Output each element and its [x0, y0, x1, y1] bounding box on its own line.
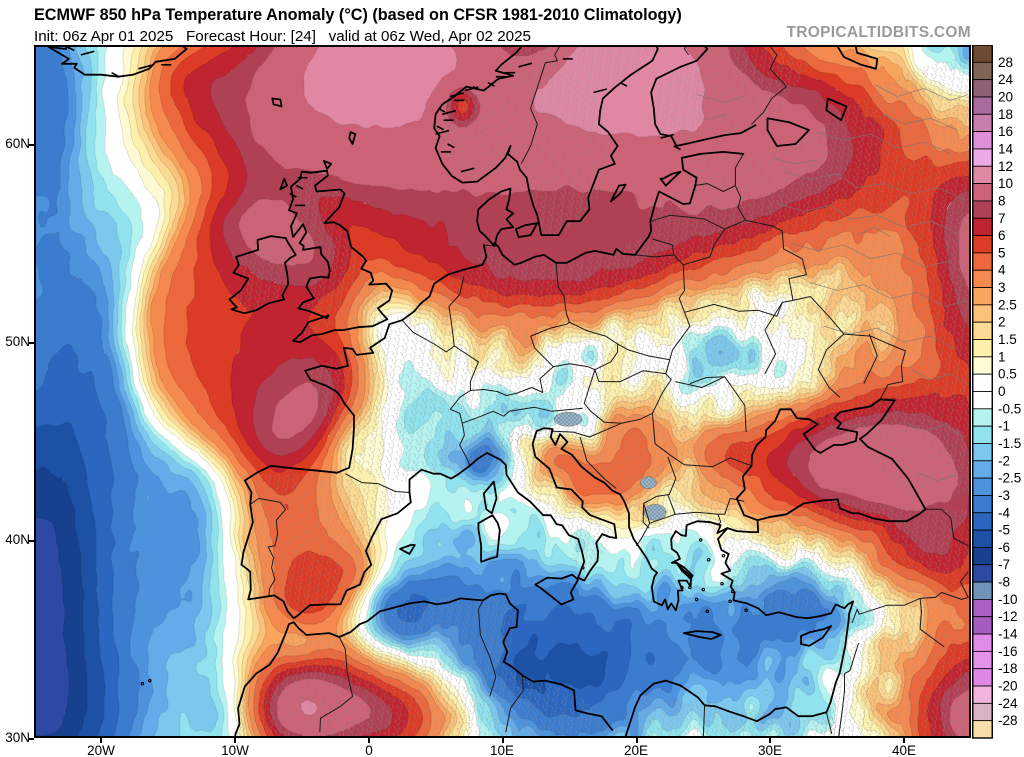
svg-text:-14: -14: [998, 627, 1018, 642]
svg-text:-0.5: -0.5: [998, 401, 1021, 416]
svg-text:-8: -8: [998, 575, 1010, 590]
svg-text:-4: -4: [998, 505, 1010, 520]
svg-text:-5: -5: [998, 523, 1010, 538]
svg-text:-3: -3: [998, 488, 1010, 503]
svg-text:12: 12: [998, 159, 1013, 174]
svg-text:-2.5: -2.5: [998, 471, 1021, 486]
svg-text:1: 1: [998, 349, 1006, 364]
svg-text:-10: -10: [998, 592, 1018, 607]
svg-text:-1.5: -1.5: [998, 436, 1021, 451]
svg-text:-24: -24: [998, 696, 1018, 711]
svg-text:-16: -16: [998, 644, 1018, 659]
svg-text:2: 2: [998, 315, 1006, 330]
svg-text:10: 10: [998, 176, 1013, 191]
svg-text:16: 16: [998, 124, 1013, 139]
svg-text:6: 6: [998, 228, 1006, 243]
svg-text:0: 0: [998, 384, 1006, 399]
svg-text:2.5: 2.5: [998, 297, 1017, 312]
svg-text:1.5: 1.5: [998, 332, 1017, 347]
svg-text:7: 7: [998, 211, 1006, 226]
svg-text:20: 20: [998, 90, 1013, 105]
svg-text:-28: -28: [998, 713, 1018, 728]
svg-text:24: 24: [998, 72, 1014, 87]
svg-text:18: 18: [998, 107, 1013, 122]
svg-text:-6: -6: [998, 540, 1010, 555]
svg-text:8: 8: [998, 193, 1006, 208]
svg-text:-12: -12: [998, 609, 1018, 624]
svg-text:28: 28: [998, 55, 1013, 70]
svg-text:14: 14: [998, 141, 1014, 156]
svg-text:4: 4: [998, 263, 1006, 278]
svg-text:5: 5: [998, 245, 1006, 260]
svg-text:0.5: 0.5: [998, 367, 1017, 382]
svg-text:-7: -7: [998, 557, 1010, 572]
svg-text:3: 3: [998, 280, 1006, 295]
svg-text:-1: -1: [998, 419, 1010, 434]
svg-text:-2: -2: [998, 453, 1010, 468]
svg-text:-20: -20: [998, 679, 1018, 694]
svg-text:-18: -18: [998, 661, 1018, 676]
